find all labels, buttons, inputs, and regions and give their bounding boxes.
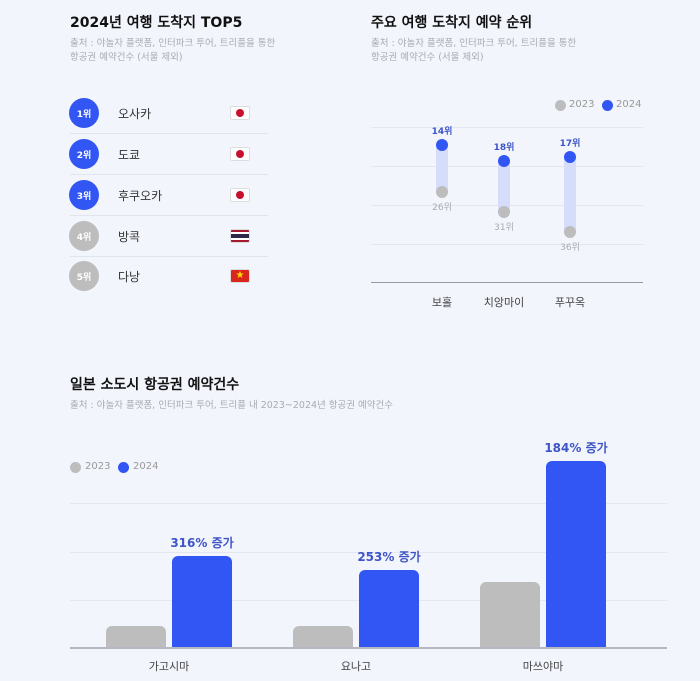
rank-label-2023: 36위 <box>560 242 580 253</box>
rank-badge: 1위 <box>69 98 99 128</box>
growth-label: 253% 증가 <box>357 550 421 565</box>
rank-label-2023: 31위 <box>494 223 514 234</box>
x-tick-label: 요나고 <box>340 660 372 673</box>
bar-2024 <box>359 570 419 648</box>
ranking-title: 주요 여행 도착지 예약 순위 <box>371 15 533 31</box>
city-name: 방콕 <box>118 230 141 244</box>
rank-badge: 4위 <box>69 221 99 251</box>
point-2023 <box>436 186 448 199</box>
thailand-flag-icon <box>230 229 250 243</box>
bar-2023 <box>293 626 353 648</box>
japan-flag-icon <box>230 188 250 202</box>
row-divider <box>70 215 268 216</box>
vietnam-flag-icon: ★ <box>230 269 250 283</box>
rank-label-2023: 26위 <box>432 203 452 214</box>
legend-2024-dot <box>118 462 129 473</box>
gridline <box>371 244 643 245</box>
top5-title: 2024년 여행 도착지 TOP5 <box>70 15 243 31</box>
gridline <box>371 127 643 128</box>
rank-badge: 3위 <box>69 180 99 210</box>
range-bar <box>436 145 448 193</box>
x-tick-label: 치앙마이 <box>483 296 525 309</box>
ranking-source-1: 출처 : 야놀자 플랫폼, 인터파크 투어, 트리플을 통한 <box>371 38 577 49</box>
point-2024 <box>564 150 576 163</box>
city-name: 다낭 <box>118 270 141 284</box>
ranking-source-2: 항공권 예약건수 (서울 제외) <box>371 52 484 63</box>
rank-badge: 5위 <box>69 261 99 291</box>
top5-source-2: 항공권 예약건수 (서울 제외) <box>70 52 183 63</box>
japan-bar-source: 출처 : 야놀자 플랫폼, 인터파크 투어, 트리플 내 2023~2024년 … <box>70 400 393 411</box>
range-bar <box>498 160 510 213</box>
city-name: 도쿄 <box>118 148 141 162</box>
legend-2024-dot <box>602 100 613 111</box>
x-tick-label: 푸꾸옥 <box>554 296 586 309</box>
point-2023 <box>564 225 576 238</box>
rank-badge: 2위 <box>69 139 99 169</box>
point-2023 <box>498 206 510 219</box>
bar-2024 <box>172 556 232 648</box>
growth-label: 184% 증가 <box>544 440 608 455</box>
city-name: 오사카 <box>118 107 152 121</box>
rank-label-2024: 17위 <box>559 138 581 149</box>
row-divider <box>70 174 268 175</box>
row-divider <box>70 133 268 134</box>
x-tick-label: 마쓰야마 <box>522 660 564 673</box>
legend-2023-label: 2023 <box>569 99 595 110</box>
x-tick-label: 가고시마 <box>148 660 190 673</box>
x-axis <box>70 647 667 649</box>
japan-flag-icon <box>230 106 250 120</box>
legend-2023-dot <box>70 462 81 473</box>
range-bar <box>564 156 576 232</box>
gridline <box>70 503 667 504</box>
bar-2023 <box>480 582 540 648</box>
legend-2023-dot <box>555 100 566 111</box>
top5-source-1: 출처 : 야놀자 플랫폼, 인터파크 투어, 트리플을 통한 <box>70 38 276 49</box>
city-name: 후쿠오카 <box>118 189 163 203</box>
rank-label-2024: 14위 <box>431 127 453 137</box>
growth-label: 316% 증가 <box>170 536 234 551</box>
row-divider <box>70 256 268 257</box>
rank-label-2024: 18위 <box>493 142 515 153</box>
bar-2023 <box>106 626 166 648</box>
point-2024 <box>436 139 448 151</box>
legend-2023-label: 2023 <box>85 461 111 472</box>
legend-2024-label: 2024 <box>133 461 159 472</box>
point-2024 <box>498 154 510 167</box>
x-tick-label: 보홀 <box>431 296 453 309</box>
japan-flag-icon <box>230 147 250 161</box>
japan-bar-title: 일본 소도시 항공권 예약건수 <box>70 377 240 393</box>
bar-2024 <box>546 460 606 648</box>
x-axis <box>371 282 643 283</box>
legend-2024-label: 2024 <box>616 99 642 110</box>
gridline <box>70 552 667 553</box>
